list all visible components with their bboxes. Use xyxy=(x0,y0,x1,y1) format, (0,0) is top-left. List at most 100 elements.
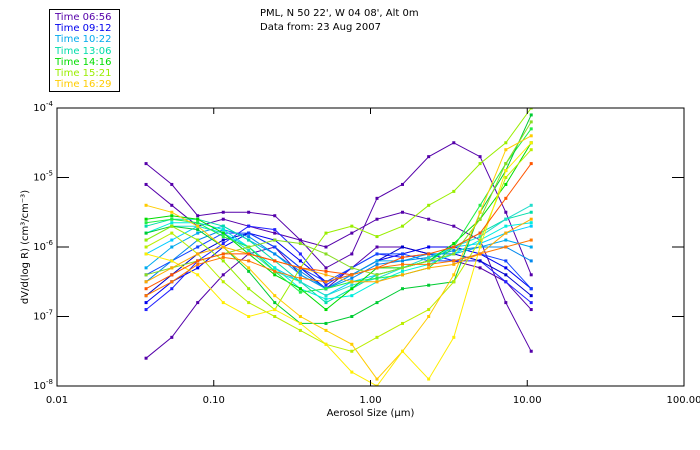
data-point xyxy=(504,224,508,228)
data-point xyxy=(350,231,354,235)
data-point xyxy=(196,231,200,235)
data-point xyxy=(298,321,302,325)
data-point xyxy=(529,238,533,242)
data-point xyxy=(504,245,508,249)
legend-item: Time 10:22 xyxy=(55,34,112,46)
data-point xyxy=(273,214,277,218)
data-point xyxy=(529,349,533,353)
data-point xyxy=(478,217,482,221)
data-point xyxy=(350,276,354,280)
data-point xyxy=(221,210,225,214)
data-point xyxy=(170,273,174,277)
data-point xyxy=(324,283,328,287)
data-point xyxy=(144,217,148,221)
data-point xyxy=(400,287,404,291)
data-point xyxy=(427,262,431,266)
y-tick-label: 10-7 xyxy=(33,309,53,323)
data-point xyxy=(324,328,328,332)
series-line xyxy=(145,108,532,311)
data-point xyxy=(478,203,482,207)
y-tick-label: 10-4 xyxy=(33,100,53,114)
data-point xyxy=(196,245,200,249)
data-point xyxy=(504,148,508,152)
data-point xyxy=(196,262,200,266)
data-point xyxy=(273,252,277,256)
data-point xyxy=(478,238,482,242)
data-point xyxy=(298,238,302,242)
series-16-29-d xyxy=(144,162,533,291)
data-point xyxy=(144,252,148,256)
data-point xyxy=(324,280,328,284)
data-point xyxy=(247,238,251,242)
data-point xyxy=(324,301,328,305)
series-15-21-b xyxy=(144,148,533,353)
data-point xyxy=(400,210,404,214)
series-layer xyxy=(144,108,533,386)
data-point xyxy=(504,169,508,173)
data-point xyxy=(504,141,508,145)
data-point xyxy=(247,252,251,256)
data-point xyxy=(375,377,379,381)
data-point xyxy=(427,217,431,221)
data-point xyxy=(452,280,456,284)
data-point xyxy=(298,280,302,284)
data-point xyxy=(298,266,302,270)
data-point xyxy=(144,221,148,225)
data-point xyxy=(375,335,379,339)
data-point xyxy=(529,127,533,131)
y-tick-label: 10-8 xyxy=(33,378,53,392)
series-line xyxy=(146,142,532,311)
series-line xyxy=(145,142,532,386)
data-point xyxy=(273,269,277,273)
data-point xyxy=(196,228,200,232)
data-point xyxy=(273,308,277,312)
data-point xyxy=(298,276,302,280)
series-line xyxy=(145,163,532,290)
data-point xyxy=(221,235,225,239)
y-tick-label: 10-6 xyxy=(33,239,53,253)
data-point xyxy=(298,252,302,256)
data-point xyxy=(221,255,225,259)
axes-layer: 0.01 0.10 1.00 10.00 100.00 10-4 10-5 10-6 10-7 1… xyxy=(33,100,700,406)
data-point xyxy=(478,210,482,214)
data-point xyxy=(529,273,533,277)
location-header: PML, N 50 22', W 04 08', Alt 0m xyxy=(260,8,419,19)
series-14-16-b xyxy=(144,127,533,294)
data-point xyxy=(298,242,302,246)
data-point xyxy=(221,301,225,305)
y-axis-label: dV/d(log R) (cm³/cm⁻³) xyxy=(20,190,31,304)
legend-item: Time 16:29 xyxy=(55,79,112,91)
data-point xyxy=(144,224,148,228)
data-point xyxy=(350,224,354,228)
data-point xyxy=(400,321,404,325)
data-point xyxy=(324,287,328,291)
chart-legend: Time 06:56 Time 09:12 Time 10:22 Time 13… xyxy=(49,9,120,92)
data-point xyxy=(427,203,431,207)
data-point xyxy=(529,203,533,207)
legend-item: Time 06:56 xyxy=(55,12,112,23)
data-point xyxy=(144,266,148,270)
data-point xyxy=(478,242,482,246)
data-point xyxy=(324,273,328,277)
data-point xyxy=(247,266,251,270)
data-point xyxy=(427,245,431,249)
series-line xyxy=(145,135,532,380)
data-point xyxy=(427,308,431,312)
data-point xyxy=(375,276,379,280)
data-point xyxy=(375,262,379,266)
data-point xyxy=(144,238,148,242)
data-point xyxy=(427,315,431,318)
data-point xyxy=(478,235,482,239)
data-point xyxy=(273,315,277,318)
data-point xyxy=(478,155,482,159)
data-point xyxy=(478,245,482,249)
data-point xyxy=(427,283,431,287)
data-point xyxy=(529,259,533,263)
data-point xyxy=(221,273,225,277)
data-point xyxy=(170,182,174,186)
data-point xyxy=(375,252,379,256)
data-point xyxy=(298,269,302,273)
data-point xyxy=(170,214,174,218)
data-point xyxy=(196,273,200,277)
